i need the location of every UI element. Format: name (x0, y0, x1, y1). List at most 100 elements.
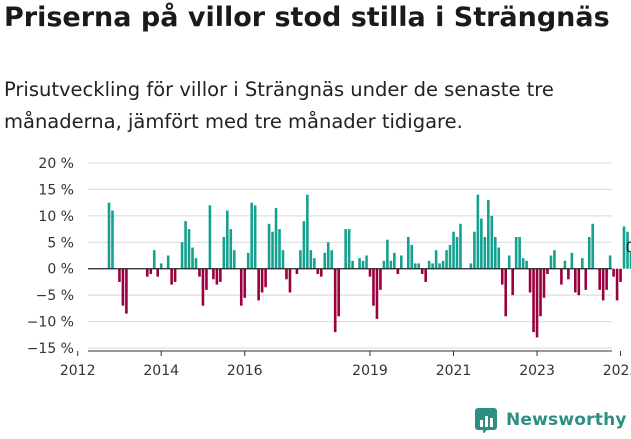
bar (445, 250, 448, 269)
bar (323, 252, 327, 269)
bar (278, 229, 281, 269)
bar (379, 268, 382, 290)
bar (344, 229, 347, 269)
bar (546, 268, 549, 274)
bar (400, 255, 403, 269)
bar (570, 252, 574, 269)
bar (173, 268, 177, 282)
bar (149, 268, 153, 274)
bar (431, 263, 434, 269)
x-tick-label: 2021 (436, 363, 472, 379)
bar (619, 268, 622, 282)
bar (393, 252, 396, 269)
bar (156, 268, 160, 277)
bar (159, 263, 163, 269)
bars (107, 194, 631, 338)
bar (382, 260, 386, 269)
bar (514, 237, 518, 269)
bar (507, 255, 511, 269)
brand-logo: Newsworthy (474, 407, 627, 433)
bar (295, 268, 299, 274)
bar (313, 258, 316, 269)
bar (326, 242, 330, 269)
bar (264, 268, 267, 288)
bar (361, 260, 365, 269)
bar (205, 268, 208, 290)
y-tick-label: 5 % (47, 235, 74, 251)
newsworthy-logo-icon (475, 408, 497, 433)
bar (469, 263, 473, 269)
bar (194, 258, 198, 269)
bar (480, 218, 483, 269)
bar (145, 268, 149, 277)
bar (285, 268, 288, 280)
bar (560, 268, 563, 285)
bar (229, 229, 233, 269)
bar (184, 221, 187, 269)
bar (622, 226, 626, 269)
bar (250, 202, 253, 269)
bar (553, 250, 556, 269)
bar (574, 268, 577, 293)
bar (232, 250, 236, 269)
bar (198, 268, 201, 277)
bar (316, 268, 320, 274)
bar (417, 263, 421, 269)
bar (125, 268, 128, 314)
bar (201, 268, 205, 306)
bar (274, 207, 278, 269)
bar (243, 268, 247, 298)
bar (532, 268, 535, 333)
bar (337, 268, 340, 317)
x-tick-label: 2025 (603, 363, 631, 379)
bar (605, 268, 608, 290)
bar (410, 244, 414, 269)
x-tick-label: 2016 (227, 363, 263, 379)
x-tick-label: 2012 (60, 363, 96, 379)
y-tick-label: 0 % (47, 262, 74, 278)
bar (330, 250, 334, 269)
y-tick-label: −5 % (36, 288, 74, 304)
bar (208, 205, 212, 269)
bar (111, 210, 114, 269)
bar (490, 215, 494, 269)
bar (215, 268, 219, 285)
bar (563, 260, 567, 269)
y-tick-label: 10 % (38, 209, 74, 225)
bar (375, 268, 379, 319)
bar (448, 244, 452, 269)
x-tick-label: 2023 (519, 363, 555, 379)
bar (358, 258, 361, 269)
bar (598, 268, 601, 290)
bar (528, 268, 532, 293)
bar (504, 268, 508, 317)
x-tick-label: 2019 (352, 363, 388, 379)
bar (107, 202, 111, 269)
bar (319, 268, 323, 277)
bar (121, 268, 125, 306)
bar (420, 268, 424, 274)
bar (302, 221, 306, 269)
bar (591, 223, 595, 269)
bar (424, 268, 427, 282)
bar (580, 258, 584, 269)
bar (288, 268, 292, 293)
bar (497, 247, 501, 269)
bar (306, 194, 309, 269)
bar (253, 205, 257, 269)
bar (626, 231, 629, 269)
bar (281, 250, 285, 269)
bar (152, 250, 156, 269)
bar (386, 239, 389, 269)
chart-subtitle: Prisutveckling för villor i Strängnäs un… (4, 78, 554, 133)
bar (365, 255, 368, 269)
brand-name: Newsworthy (506, 410, 627, 430)
bar (511, 268, 514, 296)
bar (473, 231, 476, 269)
bar (396, 268, 400, 274)
bar (299, 250, 302, 269)
bar (608, 255, 612, 269)
bar (372, 268, 375, 306)
bar (191, 247, 194, 269)
